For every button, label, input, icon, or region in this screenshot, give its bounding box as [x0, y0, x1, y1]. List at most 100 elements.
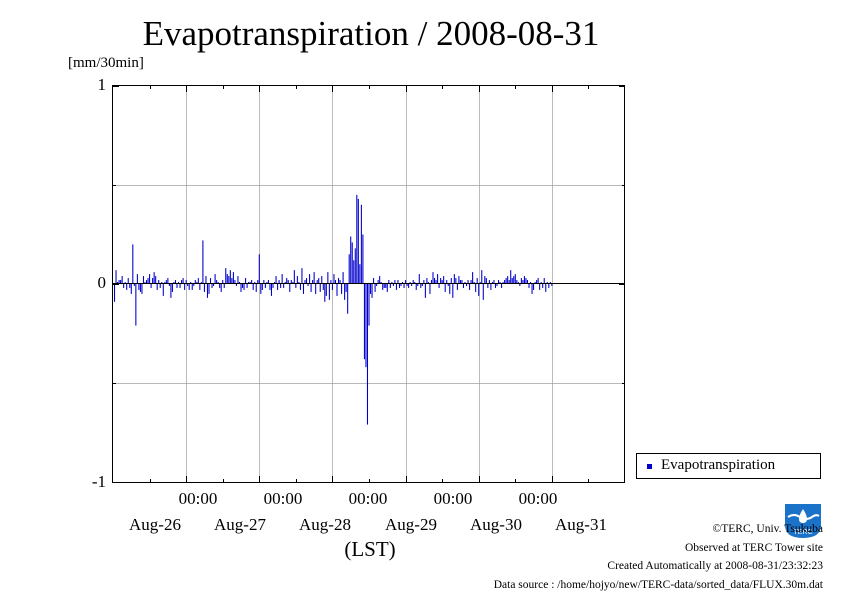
bar [213, 284, 215, 286]
bar [141, 284, 143, 294]
bar [260, 284, 262, 294]
bar [222, 280, 224, 284]
bar [270, 284, 273, 296]
bar [441, 280, 443, 284]
bar [281, 274, 283, 284]
bar [458, 276, 460, 284]
bar [386, 284, 388, 292]
bar [514, 274, 516, 284]
bar [168, 284, 170, 286]
bar [316, 280, 318, 284]
bar [206, 284, 209, 298]
bar [328, 284, 330, 300]
bar [449, 284, 451, 294]
bar [516, 280, 518, 284]
bar [216, 280, 218, 284]
bar [334, 280, 337, 284]
bar [286, 278, 288, 284]
bar [223, 284, 225, 288]
bar [176, 284, 178, 288]
bar [456, 284, 458, 290]
bar [277, 284, 279, 290]
bar [510, 270, 512, 284]
bar [472, 272, 474, 284]
x-date-label: Aug-27 [214, 515, 266, 534]
bar [383, 284, 385, 288]
bar [470, 280, 472, 284]
bar [411, 284, 413, 286]
bar [165, 280, 167, 284]
bar [478, 284, 480, 296]
bar [493, 280, 495, 284]
x-date-label: Aug-30 [470, 515, 522, 534]
bar [219, 284, 221, 288]
bar [232, 272, 234, 284]
created-text: Created Automatically at 2008-08-31/23:3… [607, 560, 823, 572]
bar [485, 278, 487, 284]
bar [488, 280, 490, 284]
bar [123, 284, 125, 288]
bar [263, 280, 265, 284]
bar [234, 280, 236, 284]
bar [237, 276, 239, 284]
x-date-label: Aug-31 [555, 515, 607, 534]
bar [287, 280, 289, 284]
bar [115, 270, 117, 284]
bar [149, 274, 151, 284]
bar [322, 284, 324, 290]
bar-series [113, 194, 553, 425]
bar [433, 278, 436, 284]
bar [235, 284, 237, 286]
bar [275, 276, 277, 284]
bar [344, 284, 346, 300]
bar [400, 284, 402, 286]
bar [438, 284, 440, 288]
bar [481, 270, 483, 284]
bar [179, 284, 181, 288]
bar [360, 204, 362, 284]
bar [368, 284, 370, 326]
bar [139, 284, 141, 292]
bar [345, 284, 347, 292]
bar [430, 280, 433, 284]
bar [395, 284, 397, 290]
bar [357, 198, 359, 284]
bar [494, 284, 497, 288]
bar [482, 284, 484, 300]
legend-label: Evapotranspiration [661, 457, 776, 473]
bar [542, 284, 544, 288]
bar [341, 284, 343, 294]
bar [225, 268, 227, 284]
bar [426, 278, 428, 284]
x-date-label: Aug-29 [385, 515, 437, 534]
bar [280, 284, 282, 288]
bar [523, 276, 525, 284]
bar [398, 284, 401, 288]
bar [194, 280, 196, 284]
bar [302, 284, 305, 294]
bar [251, 280, 253, 284]
bar [363, 284, 365, 360]
bar [392, 284, 394, 286]
bar [241, 284, 244, 288]
bar [304, 280, 306, 284]
bar [337, 278, 340, 284]
bar [330, 280, 332, 284]
x-time-tick-label: 00:00 [178, 489, 218, 508]
bar [519, 284, 521, 286]
bar [365, 284, 367, 368]
bar [536, 280, 538, 284]
bar [420, 284, 422, 288]
bar [184, 284, 186, 290]
bar [133, 284, 135, 286]
bar [246, 284, 248, 288]
bar [203, 284, 205, 292]
bar [435, 280, 437, 284]
bar [309, 274, 311, 284]
bar [406, 284, 408, 286]
bar [310, 284, 312, 292]
bar [129, 284, 131, 288]
bar [350, 236, 352, 284]
bar [405, 280, 407, 284]
x-time-tick-label: 00:00 [518, 489, 558, 508]
